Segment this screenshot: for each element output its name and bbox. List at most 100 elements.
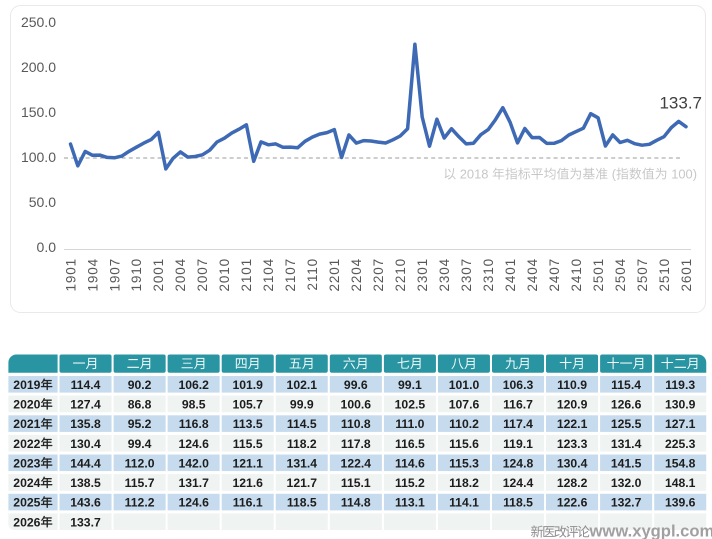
svg-text:2204: 2204 xyxy=(349,258,364,291)
svg-text:121.1: 121.1 xyxy=(232,456,263,470)
svg-text:131.4: 131.4 xyxy=(287,456,318,470)
svg-text:116.7: 116.7 xyxy=(503,398,533,412)
svg-text:102.5: 102.5 xyxy=(395,398,426,412)
svg-text:2: 2 xyxy=(460,167,467,182)
svg-text:250.0: 250.0 xyxy=(21,14,56,30)
svg-text:2023: 2023 xyxy=(13,456,40,470)
svg-text:124.6: 124.6 xyxy=(178,496,209,510)
svg-text:2404: 2404 xyxy=(525,258,540,291)
svg-text:0: 0 xyxy=(467,167,474,182)
svg-text:118.2: 118.2 xyxy=(287,437,317,451)
svg-text:105.7: 105.7 xyxy=(232,398,263,412)
svg-text:121.6: 121.6 xyxy=(232,476,263,490)
svg-text:2022: 2022 xyxy=(13,437,40,451)
svg-text:118.5: 118.5 xyxy=(503,496,533,510)
svg-text:110.8: 110.8 xyxy=(341,417,371,431)
svg-text:2010: 2010 xyxy=(217,258,232,291)
svg-text:113.1: 113.1 xyxy=(395,496,425,510)
svg-text:119.1: 119.1 xyxy=(503,437,533,451)
svg-text:99.9: 99.9 xyxy=(290,398,314,412)
svg-text:50.0: 50.0 xyxy=(29,194,56,210)
svg-text:8: 8 xyxy=(481,167,488,182)
svg-text:1: 1 xyxy=(474,167,481,182)
svg-text:106.2: 106.2 xyxy=(178,378,209,392)
svg-text:124.4: 124.4 xyxy=(503,476,534,490)
svg-text:122.1: 122.1 xyxy=(557,417,588,431)
svg-text:139.6: 139.6 xyxy=(665,496,696,510)
svg-text:100.6: 100.6 xyxy=(341,398,372,412)
svg-text:130.4: 130.4 xyxy=(557,456,588,470)
svg-text:122.4: 122.4 xyxy=(341,456,372,470)
svg-text:2020: 2020 xyxy=(13,398,40,412)
svg-text:133.7: 133.7 xyxy=(659,94,702,113)
svg-text:95.2: 95.2 xyxy=(128,417,152,431)
svg-text:2104: 2104 xyxy=(261,258,276,291)
svg-text:120.9: 120.9 xyxy=(557,398,588,412)
svg-text:2601: 2601 xyxy=(679,258,694,291)
svg-text:2021: 2021 xyxy=(13,417,40,431)
svg-text:101.0: 101.0 xyxy=(449,378,480,392)
svg-text:225.3: 225.3 xyxy=(665,437,696,451)
svg-text:2024: 2024 xyxy=(13,476,40,490)
svg-text:0.0: 0.0 xyxy=(37,239,57,255)
svg-text:2101: 2101 xyxy=(239,258,254,291)
svg-text:2407: 2407 xyxy=(547,258,562,291)
svg-text:114.5: 114.5 xyxy=(287,417,317,431)
svg-text:138.5: 138.5 xyxy=(70,476,101,490)
svg-text:99.6: 99.6 xyxy=(344,378,368,392)
svg-text:2304: 2304 xyxy=(437,258,452,291)
svg-text:0: 0 xyxy=(686,167,693,182)
svg-text:99.4: 99.4 xyxy=(128,437,152,451)
svg-text:116.1: 116.1 xyxy=(233,496,263,510)
svg-text:130.4: 130.4 xyxy=(70,437,101,451)
svg-text:144.4: 144.4 xyxy=(70,456,101,470)
svg-text:118.5: 118.5 xyxy=(287,496,317,510)
svg-text:0: 0 xyxy=(678,167,685,182)
svg-text:132.0: 132.0 xyxy=(611,476,642,490)
svg-text:2107: 2107 xyxy=(283,258,298,291)
svg-text:90.2: 90.2 xyxy=(128,378,152,392)
svg-text:135.8: 135.8 xyxy=(70,417,101,431)
svg-text:112.2: 112.2 xyxy=(125,496,155,510)
svg-text:125.5: 125.5 xyxy=(611,417,642,431)
svg-text:2207: 2207 xyxy=(371,258,386,291)
svg-text:2007: 2007 xyxy=(195,258,210,291)
svg-text:2001: 2001 xyxy=(151,258,166,291)
svg-text:116.8: 116.8 xyxy=(179,417,209,431)
svg-text:1: 1 xyxy=(671,167,678,182)
svg-text:100.0: 100.0 xyxy=(21,149,56,165)
svg-text:127.4: 127.4 xyxy=(70,398,101,412)
svg-text:101.9: 101.9 xyxy=(232,378,263,392)
svg-text:114.1: 114.1 xyxy=(449,496,479,510)
svg-text:www.xygpl.com: www.xygpl.com xyxy=(589,522,712,539)
svg-text:124.8: 124.8 xyxy=(503,456,534,470)
svg-text:1901: 1901 xyxy=(63,258,78,291)
svg-text:131.7: 131.7 xyxy=(178,476,209,490)
svg-text:2310: 2310 xyxy=(481,258,496,291)
svg-text:98.5: 98.5 xyxy=(182,398,206,412)
svg-text:114.4: 114.4 xyxy=(71,378,101,392)
svg-text:143.6: 143.6 xyxy=(70,496,101,510)
svg-text:2401: 2401 xyxy=(503,258,518,291)
svg-text:107.6: 107.6 xyxy=(449,398,480,412)
svg-text:1910: 1910 xyxy=(129,258,144,291)
svg-text:115.6: 115.6 xyxy=(449,437,479,451)
svg-text:1907: 1907 xyxy=(107,258,122,291)
svg-text:114.8: 114.8 xyxy=(341,496,371,510)
svg-text:(: ( xyxy=(612,167,617,182)
svg-text:2025: 2025 xyxy=(13,496,40,510)
svg-text:128.2: 128.2 xyxy=(557,476,588,490)
svg-text:117.8: 117.8 xyxy=(341,437,371,451)
svg-text:110.9: 110.9 xyxy=(557,378,587,392)
svg-text:110.2: 110.2 xyxy=(449,417,479,431)
svg-text:2504: 2504 xyxy=(613,258,628,291)
svg-text:119.3: 119.3 xyxy=(665,378,695,392)
svg-text:154.8: 154.8 xyxy=(665,456,696,470)
svg-text:): ) xyxy=(693,167,697,182)
svg-text:117.4: 117.4 xyxy=(503,417,533,431)
svg-text:141.5: 141.5 xyxy=(611,456,642,470)
svg-text:1904: 1904 xyxy=(85,258,100,291)
svg-text:124.6: 124.6 xyxy=(178,437,209,451)
svg-text:115.7: 115.7 xyxy=(125,476,155,490)
svg-text:126.6: 126.6 xyxy=(611,398,642,412)
